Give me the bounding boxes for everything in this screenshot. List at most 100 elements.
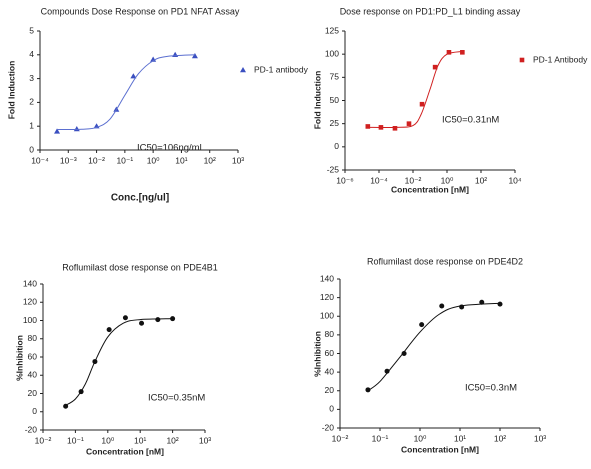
point (460, 50, 465, 55)
y-tick-label: 100 (320, 311, 334, 321)
y-axis-label: %Inhibition (312, 331, 322, 377)
x-tick-label: 10⁻³ (60, 155, 77, 165)
fit-curve (57, 54, 195, 131)
y-axis-label: Fold Induction (6, 61, 16, 120)
legend-marker (519, 57, 525, 63)
point (419, 322, 425, 328)
y-tick-label: 1 (29, 120, 34, 130)
y-tick-label: -25 (327, 164, 340, 174)
point (155, 317, 161, 323)
annotation: IC50=106ng/ml (137, 143, 202, 154)
fit-curve (367, 302, 501, 392)
panel: Roflumilast dose response on PDE4D2 Conce… (312, 256, 546, 454)
y-tick-label: 60 (325, 348, 335, 358)
panel: Roflumilast dose response on PDE4B1 Conce… (14, 262, 218, 456)
point (365, 124, 371, 129)
x-tick-label: 10⁻⁶ (336, 175, 353, 185)
y-tick-label: 140 (23, 278, 37, 288)
point (191, 52, 198, 59)
panel: Compounds Dose Response on PD1 NFAT Assa… (6, 6, 308, 203)
fit-curve (367, 50, 463, 129)
y-tick-label: 25 (330, 118, 340, 128)
legend-marker (240, 67, 246, 73)
y-tick-label: 0 (334, 141, 339, 151)
x-tick-label: 10⁻⁴ (370, 175, 388, 185)
x-axis-label: Concentration [nM] (401, 444, 479, 454)
x-tick-label: 10² (204, 155, 216, 165)
legend-label: PD-1 Antibody (533, 54, 588, 64)
point (406, 121, 412, 126)
chart-title: Roflumilast dose response on PDE4B1 (62, 262, 218, 272)
point (122, 315, 128, 321)
y-tick-label: 50 (330, 95, 340, 105)
y-tick-label: 100 (23, 315, 37, 325)
point (73, 126, 80, 132)
y-tick-label: 40 (28, 370, 38, 380)
y-tick-label: 140 (320, 273, 334, 283)
x-axis-label: Concentration [nM] (391, 184, 469, 194)
y-tick-label: 120 (23, 297, 37, 307)
point (432, 64, 438, 70)
annotation: IC50=0.35nM (148, 393, 205, 404)
x-tick-label: 10⁻² (332, 433, 349, 443)
y-tick-label: 80 (28, 333, 38, 343)
y-tick-label: -20 (25, 424, 38, 434)
x-tick-label: 10¹ (134, 435, 146, 445)
chart-title: Dose response on PD1:PD_L1 binding assay (340, 6, 521, 16)
y-tick-label: 20 (28, 388, 38, 398)
annotation: IC50=0.31nM (442, 115, 499, 126)
y-tick-label: 0 (32, 406, 37, 416)
point (401, 351, 407, 356)
x-axis-label: Concentration [nM] (86, 446, 164, 456)
y-tick-label: 80 (325, 329, 335, 339)
x-tick-label: 10⁻² (88, 155, 105, 165)
y-tick-label: 60 (28, 351, 38, 361)
chart-title: Roflumilast dose response on PDE4D2 (367, 256, 523, 266)
x-tick-label: 10⁻² (35, 435, 52, 445)
x-tick-label: 10² (494, 433, 506, 443)
y-tick-label: 4 (29, 49, 34, 59)
point (130, 73, 137, 79)
x-tick-label: 10³ (199, 435, 211, 445)
x-tick-label: 10² (166, 435, 178, 445)
y-tick-label: 20 (325, 385, 335, 395)
x-tick-label: 10⁰ (441, 175, 454, 185)
x-axis-label: Conc.[ng/ul] (111, 193, 169, 204)
y-tick-label: 5 (29, 25, 34, 35)
point (439, 303, 445, 309)
y-tick-label: 0 (329, 404, 334, 414)
x-tick-label: 10⁻¹ (116, 155, 133, 165)
y-tick-label: -20 (322, 422, 335, 432)
x-tick-label: 10⁻⁴ (31, 155, 49, 165)
x-tick-label: 10² (475, 175, 487, 185)
y-axis-label: Fold Induction (312, 71, 322, 130)
x-tick-label: 10³ (534, 433, 546, 443)
fit-curve (65, 318, 173, 406)
x-tick-label: 10⁰ (414, 433, 427, 443)
y-tick-label: 75 (330, 72, 340, 82)
x-tick-label: 10¹ (454, 433, 466, 443)
point (54, 128, 61, 134)
x-tick-label: 10⁻¹ (67, 435, 84, 445)
x-tick-label: 10³ (232, 155, 244, 165)
panel: Dose response on PD1:PD_L1 binding assay… (312, 6, 588, 194)
y-tick-label: 120 (320, 292, 334, 302)
y-tick-label: 3 (29, 73, 34, 83)
chart-title: Compounds Dose Response on PD1 NFAT Assa… (41, 6, 240, 16)
point (365, 387, 371, 393)
point (497, 301, 503, 307)
x-tick-label: 10⁰ (147, 155, 160, 165)
x-tick-label: 10⁰ (101, 435, 114, 445)
x-tick-label: 10⁴ (508, 175, 521, 185)
y-tick-label: 125 (325, 25, 339, 35)
point (106, 327, 112, 333)
point (139, 320, 145, 326)
x-tick-label: 10⁻² (405, 175, 422, 185)
y-tick-label: 100 (325, 48, 339, 58)
y-tick-label: 40 (325, 366, 335, 376)
point (419, 101, 425, 107)
legend-label: PD-1 antibody (254, 64, 309, 74)
point (392, 126, 398, 131)
y-tick-label: 0 (29, 144, 34, 154)
